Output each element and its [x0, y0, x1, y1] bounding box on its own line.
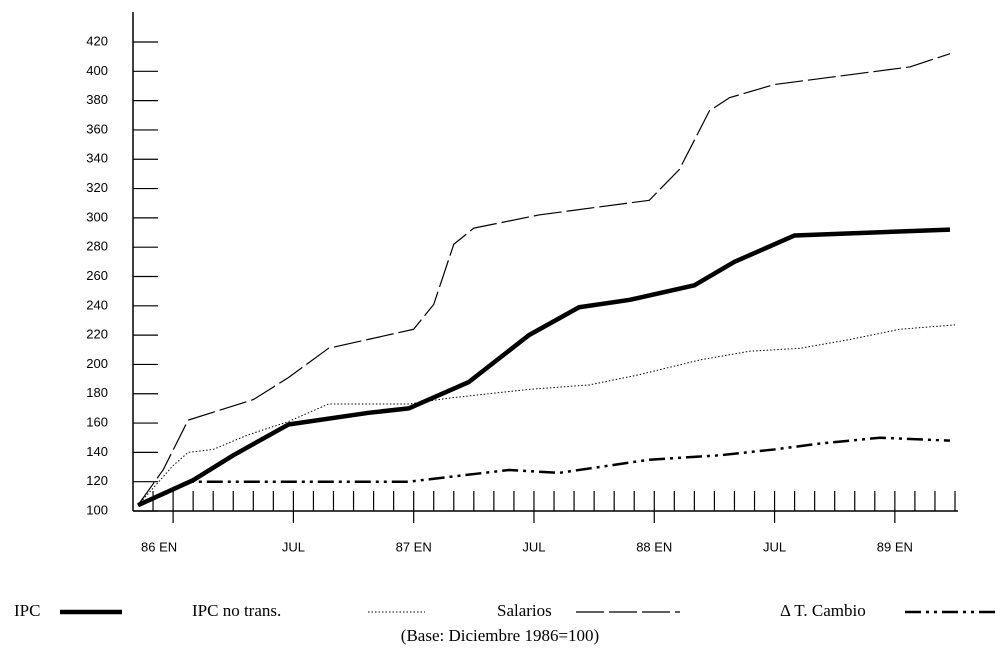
legend-label: IPC no trans. [192, 601, 281, 620]
y-tick-label: 420 [86, 33, 108, 48]
y-tick-label: 360 [86, 121, 108, 136]
y-tick-label: 380 [86, 92, 108, 107]
y-tick-label: 240 [86, 297, 108, 312]
y-tick-label: 180 [86, 385, 108, 400]
y-tick-label: 220 [86, 327, 108, 342]
x-tick-label: 87 EN [396, 539, 432, 554]
x-tick-label: 89 EN [877, 539, 913, 554]
x-tick-label: JUL [522, 539, 545, 554]
x-tick-label: 88 EN [636, 539, 672, 554]
y-tick-label: 320 [86, 180, 108, 195]
x-tick-label: JUL [282, 539, 305, 554]
y-tick-label: 120 [86, 473, 108, 488]
x-tick-label: 86 EN [141, 539, 177, 554]
note: (Base: Diciembre 1986=100) [401, 626, 599, 645]
y-tick-label: 340 [86, 151, 108, 166]
series-line [137, 53, 951, 506]
y-tick-label: 160 [86, 415, 108, 430]
x-tick-label: JUL [763, 539, 786, 554]
series-line [137, 227, 951, 508]
y-tick-label: 100 [86, 502, 108, 517]
series-line [137, 324, 956, 506]
legend-label: IPC [14, 601, 40, 620]
series-line [137, 436, 951, 507]
y-tick-label: 280 [86, 239, 108, 254]
y-tick-label: 200 [86, 356, 108, 371]
y-tick-label: 140 [86, 444, 108, 459]
y-tick-label: 300 [86, 209, 108, 224]
y-tick-label: 400 [86, 63, 108, 78]
legend-label: Δ T. Cambio [780, 601, 866, 620]
y-tick-label: 260 [86, 268, 108, 283]
legend-label: Salarios [497, 601, 552, 620]
